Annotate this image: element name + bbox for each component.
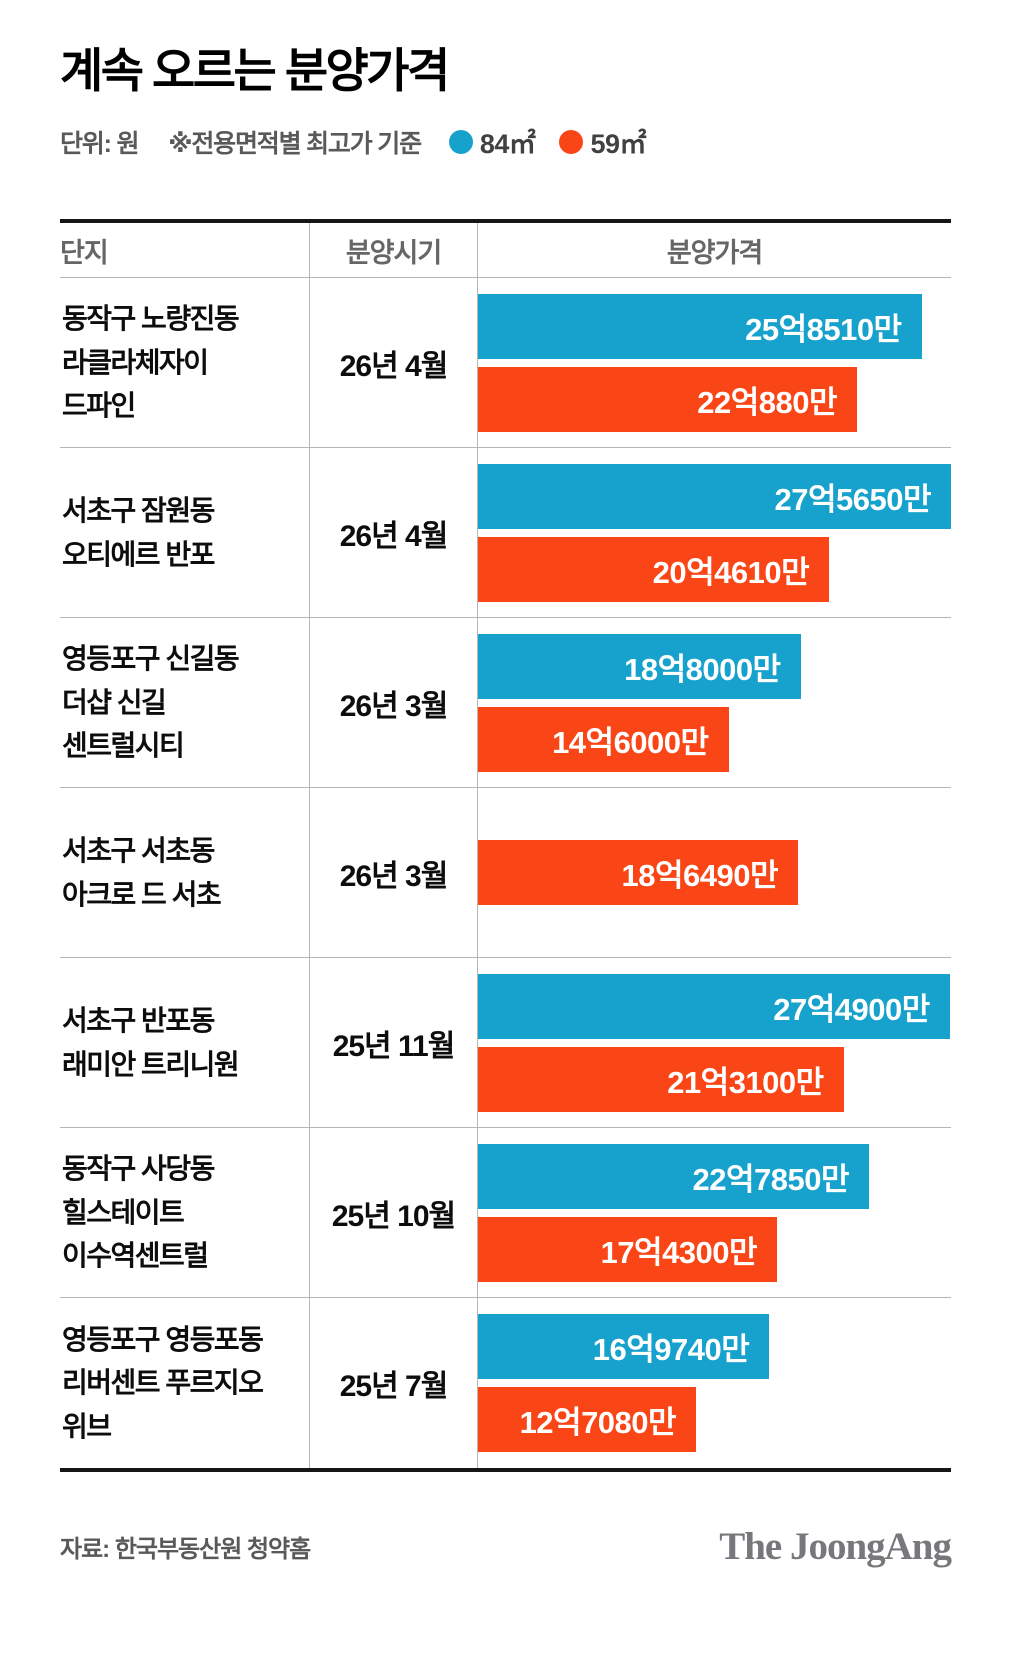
basis-note: ※전용면적별 최고가 기준 xyxy=(168,129,422,158)
legend-item-59: 59㎡ xyxy=(559,122,646,161)
price-bars-cell: 25억8510만 22억880만 xyxy=(478,278,951,449)
price-bars-cell: 27억5650만 20억4610만 xyxy=(478,448,951,619)
complex-name-line: 위브 xyxy=(62,1410,112,1442)
meta-row: 단위: 원 ※전용면적별 최고가 기준 84㎡ 59㎡ xyxy=(60,122,951,161)
complex-name-line: 힐스테이트 xyxy=(62,1196,185,1228)
sale-period-cell: 26년 4월 xyxy=(310,278,478,449)
price-bar-84: 18억8000만 xyxy=(478,633,801,699)
price-bar-59: 22억880만 xyxy=(478,366,857,432)
price-bar-84: 22억7850만 xyxy=(478,1143,869,1209)
price-bars-cell: 18억8000만 14억6000만 xyxy=(478,618,951,789)
price-bar-label: 22억880만 xyxy=(697,384,837,420)
complex-name-line: 라클라체자이 xyxy=(62,346,209,378)
price-bar-59: 18억6490만 xyxy=(478,840,798,906)
price-bar-label: 17억4300만 xyxy=(600,1234,758,1270)
price-bar-59: 20억4610만 xyxy=(478,536,830,602)
page-title: 계속 오르는 분양가격 xyxy=(60,44,450,97)
source-credit: 자료: 한국부동산원 청약홈 xyxy=(60,1536,311,1564)
price-bar-59: 17억4300만 xyxy=(478,1216,778,1282)
price-bars-cell: 18억6490만 xyxy=(478,788,951,959)
legend: 84㎡ 59㎡ xyxy=(448,122,646,161)
price-bars-cell: 16억9740만 12억7080만 xyxy=(478,1298,951,1468)
complex-name-line: 이수역센트럴 xyxy=(62,1240,209,1272)
complex-name-line: 서초구 반포동 xyxy=(62,1005,215,1037)
complex-name-line: 영등포구 영등포동 xyxy=(62,1323,264,1355)
price-bar-label: 16억9740만 xyxy=(592,1332,750,1368)
complex-name-line: 영등포구 신길동 xyxy=(62,643,240,675)
complex-name-line: 동작구 사당동 xyxy=(62,1153,215,1185)
infographic-page: 계속 오르는 분양가격 단위: 원 ※전용면적별 최고가 기준 84㎡ 59㎡ … xyxy=(0,44,1014,1569)
price-bar-84: 27억5650만 xyxy=(478,463,951,529)
complex-name-line: 래미안 트리니원 xyxy=(62,1048,240,1080)
price-bar-label: 20억4610만 xyxy=(652,554,810,590)
price-bar-label: 25억8510만 xyxy=(745,311,902,347)
price-bar-59: 14억6000만 xyxy=(478,706,729,772)
column-header-price: 분양가격 xyxy=(478,223,951,279)
complex-name-line: 센트럴시티 xyxy=(62,730,185,762)
price-bar-59: 12억7080만 xyxy=(478,1387,697,1453)
unit-label: 단위: 원 xyxy=(60,129,139,158)
complex-name-line: 더샵 신길 xyxy=(62,686,167,718)
price-bar-label: 18억6490만 xyxy=(621,858,779,894)
price-bar-label: 12억7080만 xyxy=(519,1405,677,1441)
sale-period-cell: 26년 3월 xyxy=(310,788,478,959)
sale-period-cell: 25년 11월 xyxy=(310,958,478,1129)
sale-period-cell: 25년 10월 xyxy=(310,1128,478,1299)
column-header-period: 분양시기 xyxy=(310,223,478,279)
legend-label-84: 84㎡ xyxy=(479,129,536,160)
complex-name-line: 드파인 xyxy=(62,390,136,422)
price-bars-cell: 22억7850만 17억4300만 xyxy=(478,1128,951,1299)
price-bar-label: 18억8000만 xyxy=(624,651,781,687)
price-bar-label: 27억5650만 xyxy=(774,481,932,517)
complex-name-line: 동작구 노량진동 xyxy=(62,303,240,335)
complex-name-line: 서초구 잠원동 xyxy=(62,495,215,527)
complex-name-line: 리버센트 푸르지오 xyxy=(62,1367,264,1399)
joongang-logo: The JoongAng xyxy=(719,1525,952,1569)
complex-name-line: 아크로 드 서초 xyxy=(62,878,222,910)
price-bar-59: 21억3100만 xyxy=(478,1046,844,1112)
sale-period-cell: 26년 4월 xyxy=(310,448,478,619)
price-bars-cell: 27억4900만 21억3100만 xyxy=(478,958,951,1129)
sale-period-cell: 26년 3월 xyxy=(310,618,478,789)
price-table: 단지 분양시기 분양가격 동작구 노량진동 라클라체자이 드파인 26년 4월 25억8… xyxy=(60,219,951,1473)
price-bar-label: 27억4900만 xyxy=(773,991,930,1027)
price-bar-84: 27억4900만 xyxy=(478,973,950,1039)
column-header-complex: 단지 xyxy=(60,223,310,279)
sale-period-cell: 25년 7월 xyxy=(310,1298,478,1469)
legend-label-59: 59㎡ xyxy=(590,129,646,160)
complex-name-line: 서초구 서초동 xyxy=(62,835,215,867)
complex-name-line: 오티에르 반포 xyxy=(62,538,215,570)
price-bar-84: 16억9740만 xyxy=(478,1314,770,1380)
price-bar-label: 14억6000만 xyxy=(552,724,709,760)
price-bar-84: 25억8510만 xyxy=(478,293,922,359)
footer: 자료: 한국부동산원 청약홈 The JoongAng xyxy=(60,1524,952,1569)
price-bar-label: 22억7850만 xyxy=(692,1161,849,1197)
legend-item-84: 84㎡ xyxy=(448,122,536,161)
price-bar-label: 21억3100만 xyxy=(667,1064,824,1100)
legend-dot-59-icon xyxy=(559,129,584,154)
legend-dot-84-icon xyxy=(448,129,473,154)
